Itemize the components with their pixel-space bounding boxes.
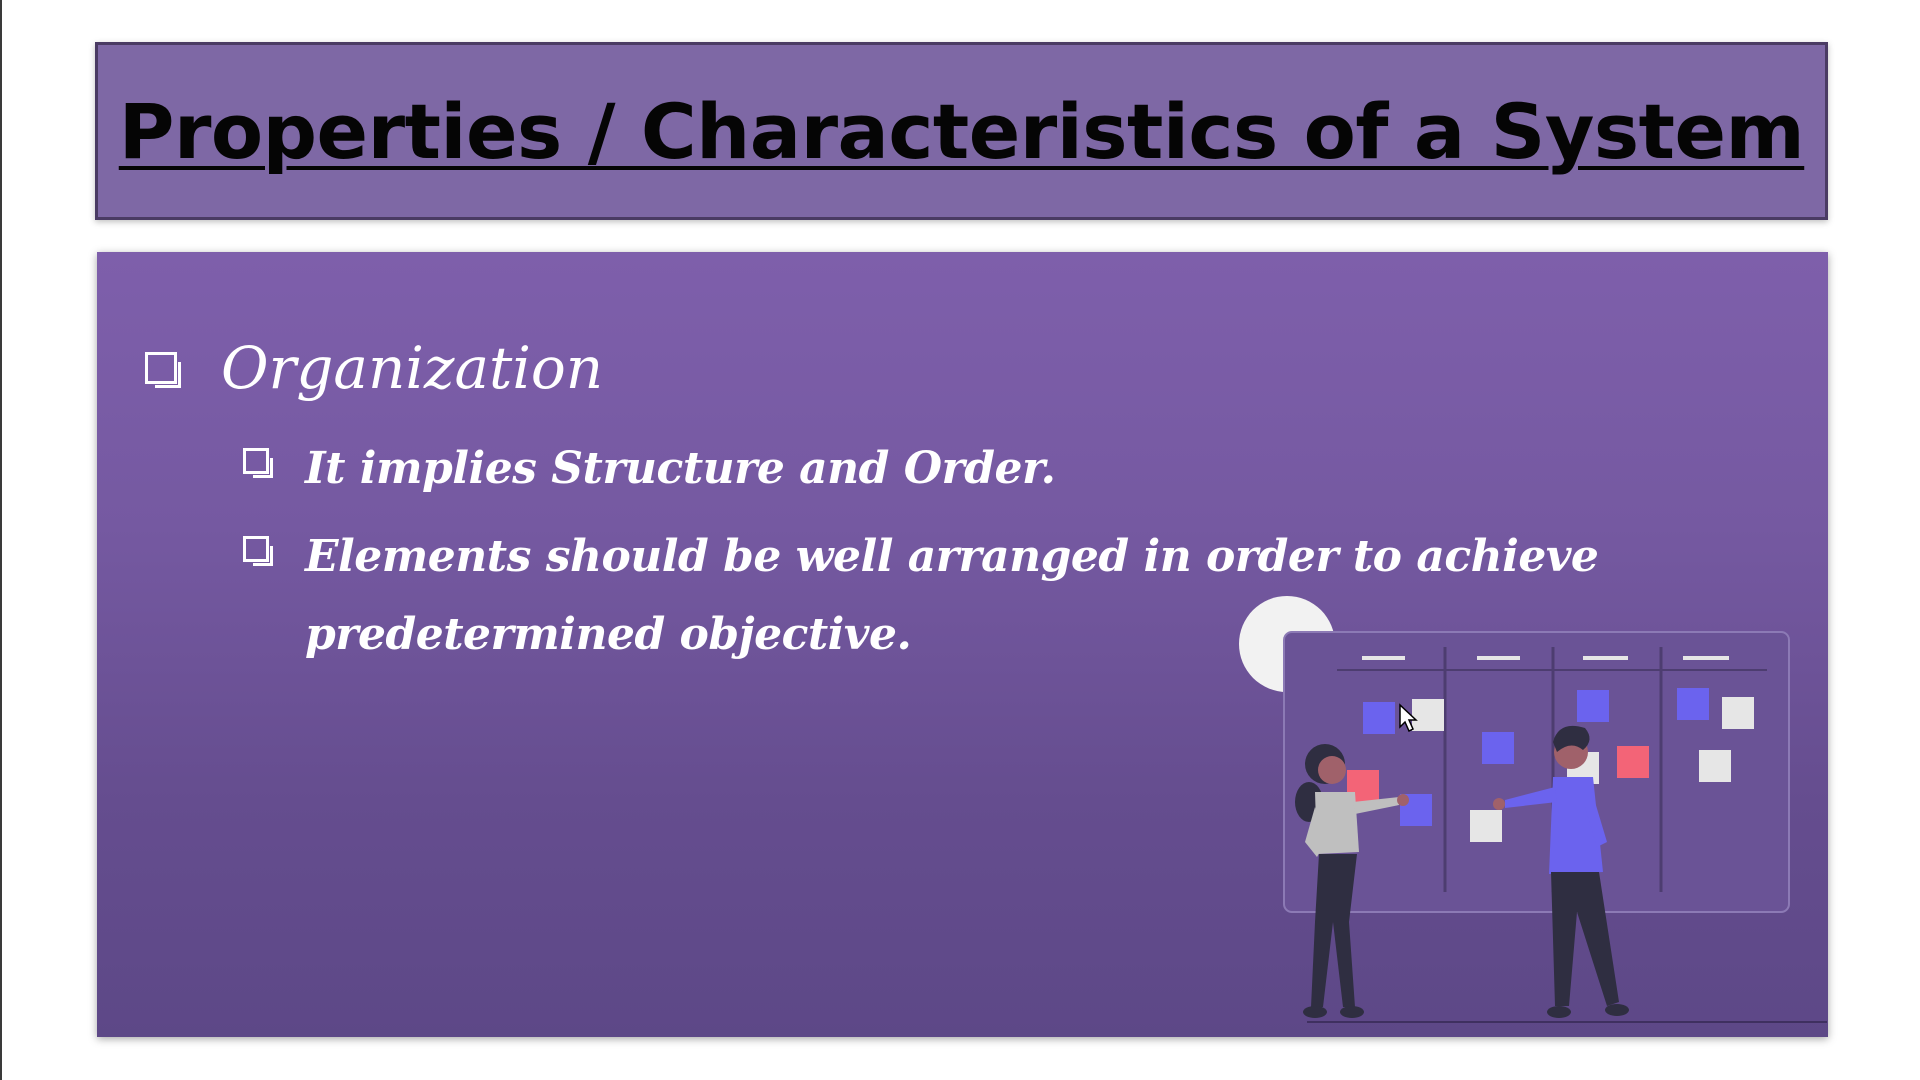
card	[1412, 699, 1444, 731]
team-planning-board-illustration	[1239, 596, 1827, 1023]
card	[1699, 750, 1731, 782]
window-left-edge	[0, 0, 2, 1080]
card	[1617, 746, 1649, 778]
title-banner: Properties / Characteristics of a System	[95, 42, 1828, 220]
card	[1363, 702, 1395, 734]
mouse-cursor-icon	[1399, 703, 1418, 733]
sub-bullet-1: It implies Structure and Order.	[243, 430, 1803, 508]
man-figure	[1493, 725, 1629, 1018]
content-panel: Organization It implies Structure and Or…	[97, 252, 1828, 1037]
checkbox-bullet-icon	[145, 352, 181, 388]
sub-bullet-2: Elements should be well arranged in orde…	[243, 518, 1803, 674]
bullet-text: Elements should be well arranged in orde…	[305, 531, 1599, 660]
bullet-heading: Organization	[221, 334, 604, 402]
checkbox-bullet-icon	[243, 536, 273, 566]
card	[1470, 810, 1502, 842]
bullet-text: It implies Structure and Order.	[305, 443, 1056, 494]
woman-figure	[1295, 744, 1409, 1018]
slide-title: Properties / Characteristics of a System	[118, 86, 1805, 176]
main-bullet: Organization	[145, 334, 603, 402]
checkbox-bullet-icon	[243, 448, 273, 478]
card	[1577, 690, 1609, 722]
board	[1283, 631, 1790, 913]
card	[1677, 688, 1709, 720]
card	[1482, 732, 1514, 764]
card	[1722, 697, 1754, 729]
